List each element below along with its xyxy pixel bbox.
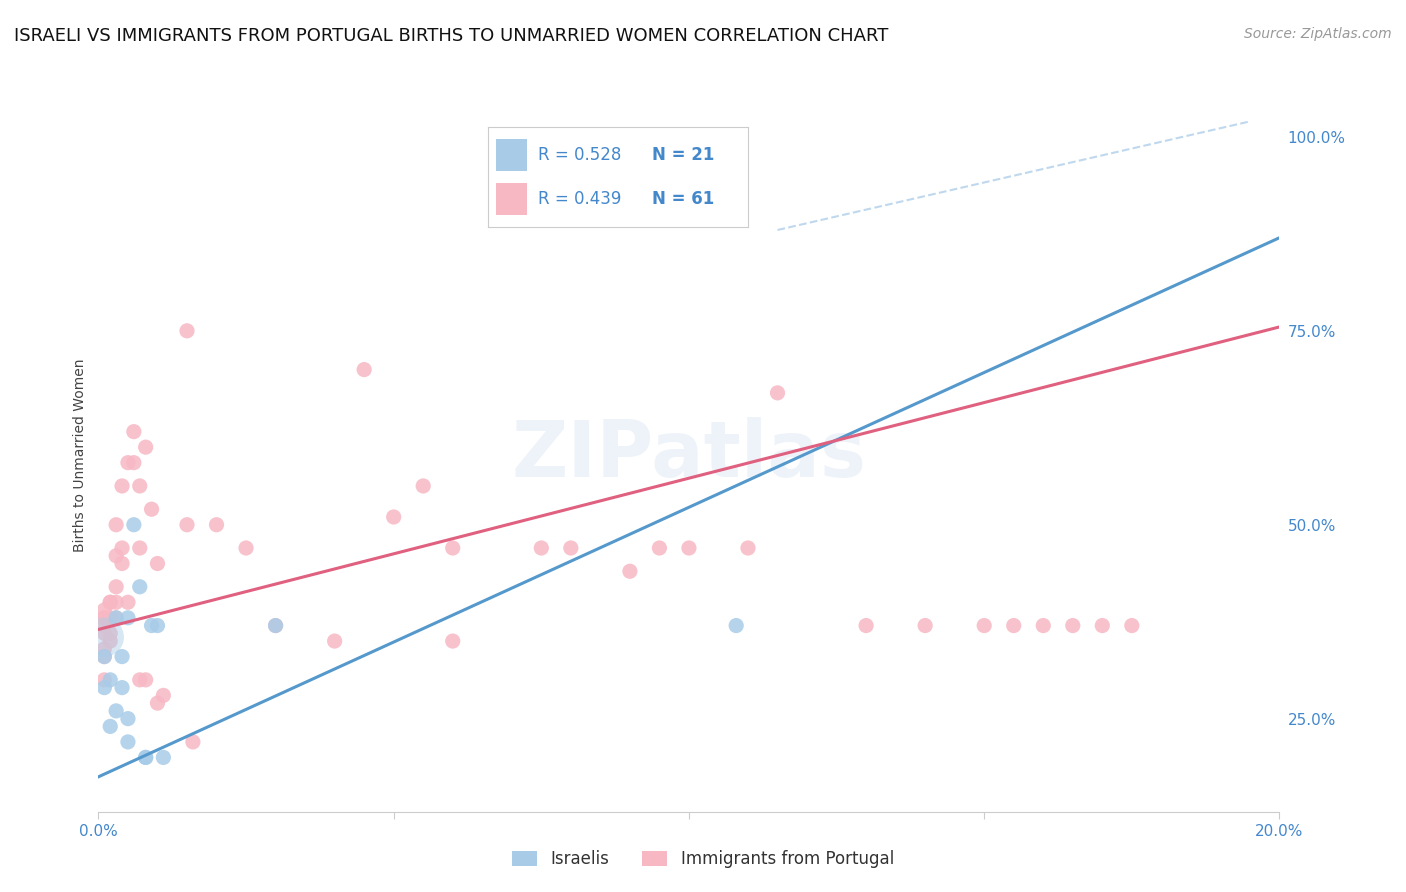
Point [111, 541, 134, 555]
Point [176, 324, 198, 338]
Point [235, 541, 257, 555]
Point [105, 611, 128, 625]
Point [93, 626, 115, 640]
Point [111, 649, 134, 664]
Point [93, 630, 115, 644]
Point [914, 618, 936, 632]
Point [264, 618, 287, 632]
Point [412, 479, 434, 493]
Point [98, 634, 121, 648]
Point [98, 719, 121, 733]
Point [973, 618, 995, 632]
Text: ZIPatlas: ZIPatlas [512, 417, 866, 493]
Point [98, 595, 121, 609]
Point [93, 649, 115, 664]
Point [678, 541, 700, 555]
Point [93, 603, 115, 617]
Point [128, 580, 150, 594]
Point [122, 517, 145, 532]
Point [181, 735, 204, 749]
Point [725, 618, 748, 632]
Point [98, 626, 121, 640]
Point [353, 362, 375, 376]
Text: ISRAELI VS IMMIGRANTS FROM PORTUGAL BIRTHS TO UNMARRIED WOMEN CORRELATION CHART: ISRAELI VS IMMIGRANTS FROM PORTUGAL BIRT… [14, 27, 889, 45]
Point [128, 479, 150, 493]
Point [93, 673, 115, 687]
Point [1121, 618, 1143, 632]
Point [98, 595, 121, 609]
Point [105, 611, 128, 625]
Point [93, 681, 115, 695]
FancyBboxPatch shape [496, 183, 527, 215]
Point [323, 634, 346, 648]
Point [205, 517, 228, 532]
Point [141, 618, 163, 632]
Point [128, 673, 150, 687]
Point [560, 541, 582, 555]
Point [93, 641, 115, 656]
Point [128, 541, 150, 555]
Y-axis label: Births to Unmarried Women: Births to Unmarried Women [73, 359, 87, 551]
Point [117, 611, 139, 625]
Point [152, 689, 174, 703]
Text: R = 0.439: R = 0.439 [537, 190, 621, 208]
Point [93, 611, 115, 625]
FancyBboxPatch shape [496, 138, 527, 170]
Text: N = 21: N = 21 [652, 145, 714, 163]
Point [111, 479, 134, 493]
Point [648, 541, 671, 555]
Point [441, 634, 464, 648]
Point [146, 618, 169, 632]
Point [111, 681, 134, 695]
Point [176, 517, 198, 532]
Point [98, 673, 121, 687]
Point [117, 595, 139, 609]
Point [766, 385, 789, 400]
Point [122, 456, 145, 470]
Point [105, 517, 128, 532]
Point [98, 611, 121, 625]
Point [146, 696, 169, 710]
Point [382, 510, 405, 524]
Point [1032, 618, 1054, 632]
Point [93, 611, 115, 625]
Point [264, 618, 287, 632]
Point [135, 673, 157, 687]
Point [105, 595, 128, 609]
Point [619, 564, 641, 578]
Point [135, 750, 157, 764]
Point [530, 541, 553, 555]
Legend: Israelis, Immigrants from Portugal: Israelis, Immigrants from Portugal [505, 844, 901, 875]
Point [441, 541, 464, 555]
Point [105, 549, 128, 563]
Point [135, 750, 157, 764]
Point [141, 502, 163, 516]
Text: N = 61: N = 61 [652, 190, 714, 208]
Point [111, 557, 134, 571]
Point [855, 618, 877, 632]
Point [737, 541, 759, 555]
Point [117, 456, 139, 470]
Point [117, 735, 139, 749]
Text: Source: ZipAtlas.com: Source: ZipAtlas.com [1244, 27, 1392, 41]
Point [105, 704, 128, 718]
Point [1091, 618, 1114, 632]
Point [93, 618, 115, 632]
Point [93, 649, 115, 664]
Text: R = 0.528: R = 0.528 [537, 145, 621, 163]
Point [152, 750, 174, 764]
Point [1062, 618, 1084, 632]
Point [135, 440, 157, 454]
Point [105, 580, 128, 594]
Point [146, 557, 169, 571]
Point [117, 712, 139, 726]
Point [122, 425, 145, 439]
Point [1002, 618, 1025, 632]
